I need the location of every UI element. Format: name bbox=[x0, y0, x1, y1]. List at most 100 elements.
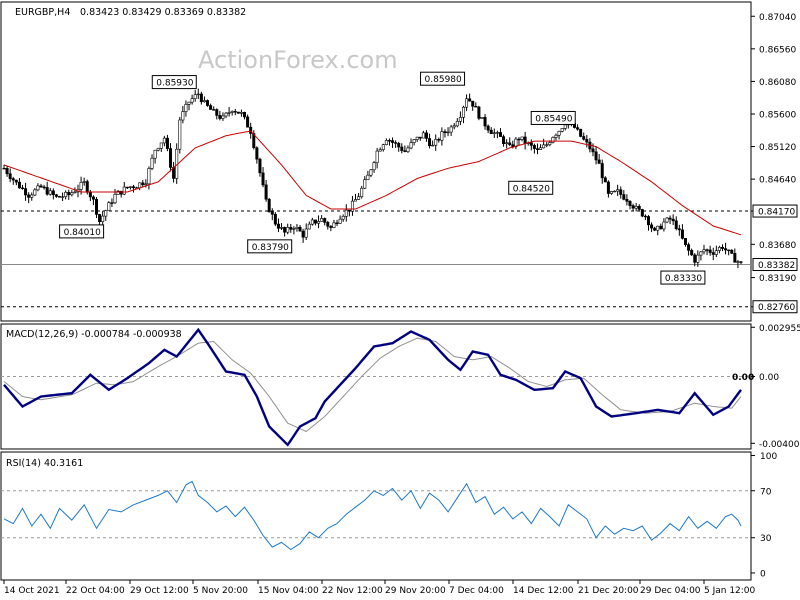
candle-body bbox=[656, 225, 660, 231]
candle-body bbox=[307, 223, 311, 230]
candle-body bbox=[634, 205, 638, 209]
candle-body bbox=[113, 194, 117, 204]
candle-body bbox=[162, 137, 166, 144]
candle-body bbox=[227, 112, 231, 114]
candle-body bbox=[375, 150, 379, 163]
candle-body bbox=[727, 249, 731, 252]
candle-body bbox=[341, 216, 345, 220]
candle-body bbox=[418, 136, 422, 139]
candle-body bbox=[730, 249, 734, 254]
candle-body bbox=[264, 184, 268, 200]
candle-body bbox=[42, 186, 46, 189]
price-pane-frame bbox=[0, 1, 752, 322]
candle-body bbox=[736, 261, 740, 263]
candle-body bbox=[110, 202, 114, 204]
candle-body bbox=[421, 132, 425, 139]
candle-body bbox=[597, 159, 601, 164]
candle-body bbox=[181, 111, 185, 121]
rsi-line bbox=[3, 480, 742, 551]
time-tick-label: 22 Nov 12:00 bbox=[322, 586, 383, 596]
macd-tick-label: 0.00 bbox=[759, 373, 779, 383]
candle-body bbox=[631, 205, 635, 209]
candle-body bbox=[273, 213, 277, 225]
candle-body bbox=[363, 179, 367, 189]
level-label-box bbox=[752, 204, 798, 218]
candle-body bbox=[662, 221, 666, 230]
level-label: 0.84170 bbox=[758, 208, 795, 218]
candle-body bbox=[64, 192, 68, 198]
candle-body bbox=[301, 230, 305, 238]
candle-body bbox=[11, 178, 15, 181]
candle-body bbox=[545, 144, 549, 146]
candle-body bbox=[576, 127, 580, 130]
moving-average-line bbox=[3, 130, 742, 236]
candle-body bbox=[218, 115, 222, 119]
candle-body bbox=[132, 186, 136, 189]
candle-body bbox=[85, 181, 89, 193]
candle-body bbox=[452, 125, 456, 128]
candle-body bbox=[2, 167, 6, 170]
time-tick-label: 5 Nov 20:00 bbox=[193, 586, 248, 596]
chart-ohlc: 0.83423 0.83429 0.83369 0.83382 bbox=[80, 7, 246, 18]
candle-body bbox=[372, 162, 376, 171]
candle-body bbox=[458, 117, 462, 122]
swing-label: 0.85930 bbox=[156, 79, 193, 89]
candle-body bbox=[489, 129, 493, 135]
candle-body bbox=[150, 157, 154, 169]
swing-label-box bbox=[660, 270, 706, 285]
candle-body bbox=[141, 182, 145, 186]
candle-body bbox=[529, 142, 533, 146]
candle-body bbox=[563, 124, 567, 129]
time-tick-label: 14 Oct 2021 bbox=[4, 586, 60, 596]
candle-body bbox=[554, 134, 558, 138]
candle-body bbox=[483, 117, 487, 127]
candle-body bbox=[594, 151, 598, 161]
candle-body bbox=[36, 185, 40, 191]
candle-body bbox=[428, 138, 432, 147]
candle-body bbox=[486, 125, 490, 131]
candle-body bbox=[255, 147, 259, 160]
swing-label: 0.85980 bbox=[425, 75, 462, 85]
candle-body bbox=[310, 219, 314, 225]
candle-body bbox=[184, 104, 188, 112]
time-axis: 14 Oct 2021 22 Oct 04:00 29 Oct 12:00 5 Nov… bbox=[3, 580, 756, 596]
candle-body bbox=[357, 196, 361, 200]
candle-body bbox=[138, 182, 142, 189]
candle-body bbox=[70, 192, 74, 196]
macd-pane-frame bbox=[0, 323, 752, 450]
candle-body bbox=[625, 199, 629, 202]
swing-label: 0.85490 bbox=[535, 114, 572, 124]
candle-body bbox=[705, 249, 709, 251]
candle-body bbox=[397, 143, 401, 148]
candle-body bbox=[156, 147, 160, 151]
chart-panes bbox=[0, 1, 752, 581]
swing-label-box bbox=[420, 71, 466, 86]
price-tick-label: 0.83680 bbox=[759, 241, 796, 251]
candle-body bbox=[446, 131, 450, 134]
candle-body bbox=[344, 209, 348, 217]
candle-body bbox=[628, 201, 632, 206]
candle-body bbox=[206, 100, 210, 106]
candle-body bbox=[243, 112, 247, 118]
time-tick-label: 14 Dec 12:00 bbox=[513, 586, 574, 596]
time-tick-label: 22 Oct 04:00 bbox=[66, 586, 125, 596]
macd-zero-label: 0.00 bbox=[732, 373, 754, 383]
candle-body bbox=[267, 198, 271, 213]
candle-body bbox=[415, 136, 419, 140]
candle-body bbox=[320, 218, 324, 222]
candle-body bbox=[711, 252, 715, 255]
candle-body bbox=[101, 215, 105, 222]
candle-body bbox=[289, 227, 293, 230]
candle-body bbox=[236, 111, 240, 114]
candle-body bbox=[144, 183, 148, 186]
candle-body bbox=[119, 190, 123, 195]
macd-panel: 0.002955 0.00 -0.004009 0.00 bbox=[1, 324, 800, 450]
candle-body bbox=[440, 131, 444, 141]
time-tick-label: 15 Nov 04:00 bbox=[258, 586, 319, 596]
level-label-box bbox=[752, 300, 798, 314]
candle-body bbox=[178, 119, 182, 150]
candle-body bbox=[360, 187, 364, 198]
candle-body bbox=[196, 93, 200, 96]
candle-body bbox=[708, 249, 712, 253]
candle-body bbox=[495, 132, 499, 134]
